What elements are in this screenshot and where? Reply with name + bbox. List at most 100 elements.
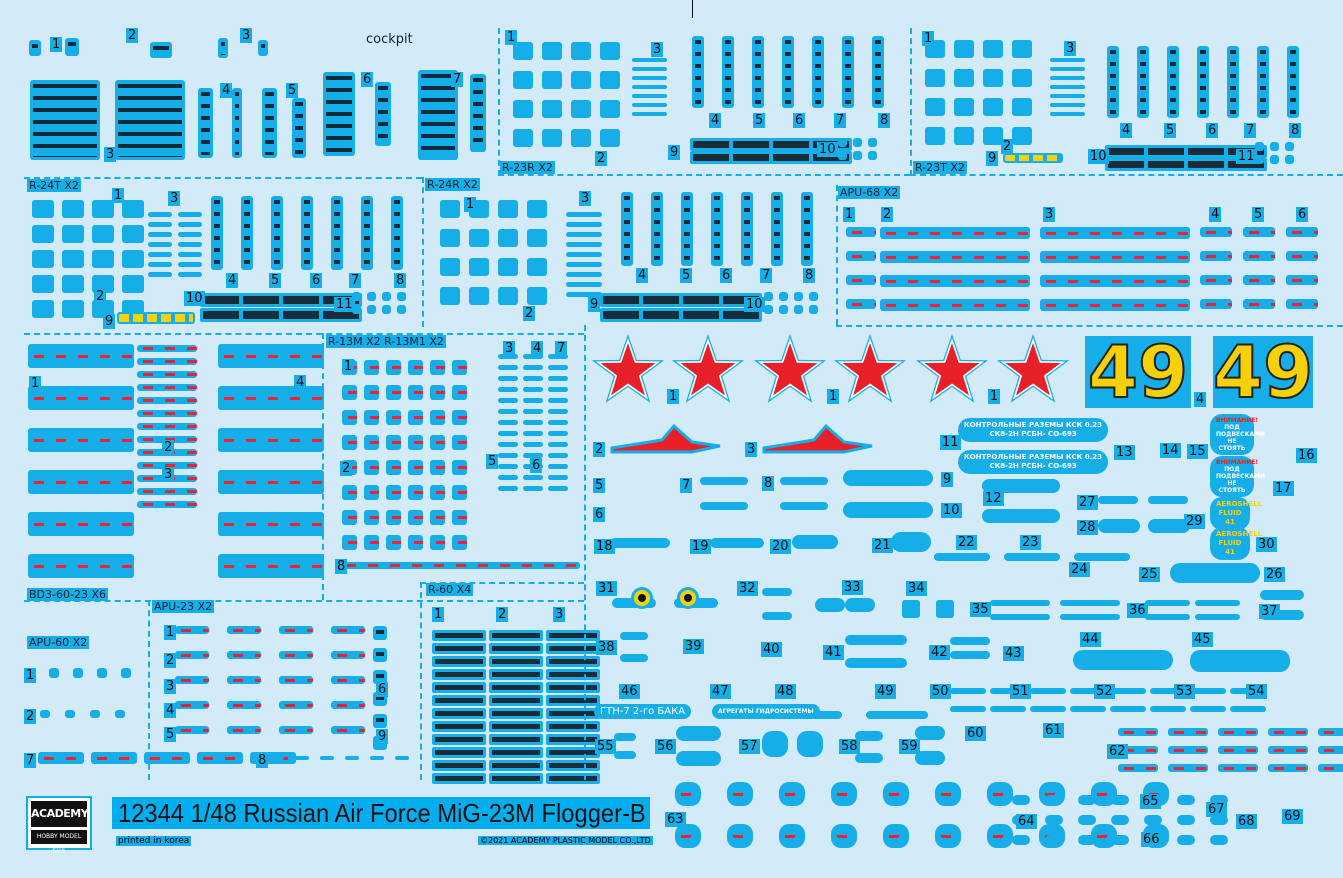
fin-decal [440,200,460,218]
launcher-decal [1286,275,1318,285]
small-decal [395,756,409,760]
callout-number: 57 [739,739,760,754]
callout-number: 65 [1140,794,1161,809]
missile-band [489,747,543,758]
missile-band [546,760,600,771]
callout-number: 3 [240,28,253,43]
small-decal [764,292,773,301]
stencil-line [137,358,197,365]
stencil [780,477,828,485]
section-divider [836,325,1343,327]
small-decal [270,756,284,760]
missile-band [432,760,486,771]
section-divider [498,174,910,176]
callout-number: 2 [496,607,509,622]
callout-number: 2 [94,289,107,304]
stencil-line [178,242,202,247]
pylon-decal [218,512,324,536]
stencil [1118,764,1158,772]
fin-decal [32,300,54,318]
small-decal [1078,795,1096,805]
decal [620,632,648,640]
stencil [1098,519,1140,533]
callout-number: 23 [1020,535,1041,550]
stencil-line [548,398,568,403]
fin-decal [386,385,401,400]
decal [614,733,636,741]
callout-number: 8 [878,113,891,128]
decal [1030,706,1066,712]
section-divider [422,177,424,327]
section-divider [910,28,912,176]
missile-band [489,682,543,693]
warning-decal [883,824,909,848]
small-decal [382,305,391,314]
stencil-line [148,252,172,257]
small-decal [382,292,391,301]
stencil-line [632,67,667,71]
section-label-r60: R-60 X4 [426,583,474,596]
missile-band [432,747,486,758]
callout-number: 25 [1139,567,1160,582]
pylon-decal [218,470,324,494]
callout-number: 2 [593,442,606,457]
fin-decal [440,287,460,305]
warning-decal [935,782,961,806]
decal [950,651,990,659]
decal [762,612,792,620]
decal [1145,614,1190,620]
callout-number: 62 [1107,744,1128,759]
fin-decal [122,275,144,293]
fin-decal [469,287,489,305]
callout-number: 50 [930,684,951,699]
decal [710,538,764,548]
stencil [1168,728,1208,736]
callout-number: 6 [1296,207,1309,222]
small-decal [1045,815,1063,825]
stencil [1118,746,1158,754]
stencil-line [566,262,602,267]
callout-number: 8 [335,559,348,574]
fin-decal [600,100,620,118]
fin-decal [430,460,445,475]
launcher-stripe [880,251,1030,263]
decal [1110,706,1146,712]
launcher-stripe [880,299,1030,311]
roundel-icon [638,594,646,602]
cockpit-console [375,82,391,146]
pylon-decal [279,701,313,709]
decal [915,726,945,740]
decal [950,637,990,645]
pylon-decal [218,554,324,578]
stencil [1218,728,1258,736]
fin-decal [92,275,114,293]
callout-number: 29 [1184,514,1205,529]
callout-number: 5 [1164,123,1177,138]
pylon-decal [331,726,365,734]
callout-number: 1 [988,389,1001,404]
pylon-decal [279,726,313,734]
stencil-line [523,475,543,480]
callout-number: 7 [1244,123,1257,138]
stencil-line [148,232,172,237]
stencil-line [548,442,568,447]
stencil [1218,746,1258,754]
launcher-stripe [880,227,1030,239]
stencil-line [1050,103,1085,107]
callout-number: 4 [164,703,177,718]
small-decal [1045,795,1063,805]
decal [1060,600,1120,606]
stencil-line [523,442,543,447]
stencil-line [144,752,190,764]
decal [934,553,990,561]
launcher-decal [1200,275,1232,285]
callout-number: 34 [906,581,927,596]
callout-number: 35 [970,602,991,617]
decal [915,751,945,765]
stencil-line [548,354,568,359]
small-decal [1177,795,1195,805]
stencil-line [498,398,518,403]
fin-decal [925,98,945,116]
warning-decal [779,782,805,806]
callout-number: 56 [655,739,676,754]
